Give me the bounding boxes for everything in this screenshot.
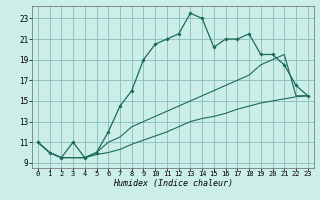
X-axis label: Humidex (Indice chaleur): Humidex (Indice chaleur) [113, 179, 233, 188]
